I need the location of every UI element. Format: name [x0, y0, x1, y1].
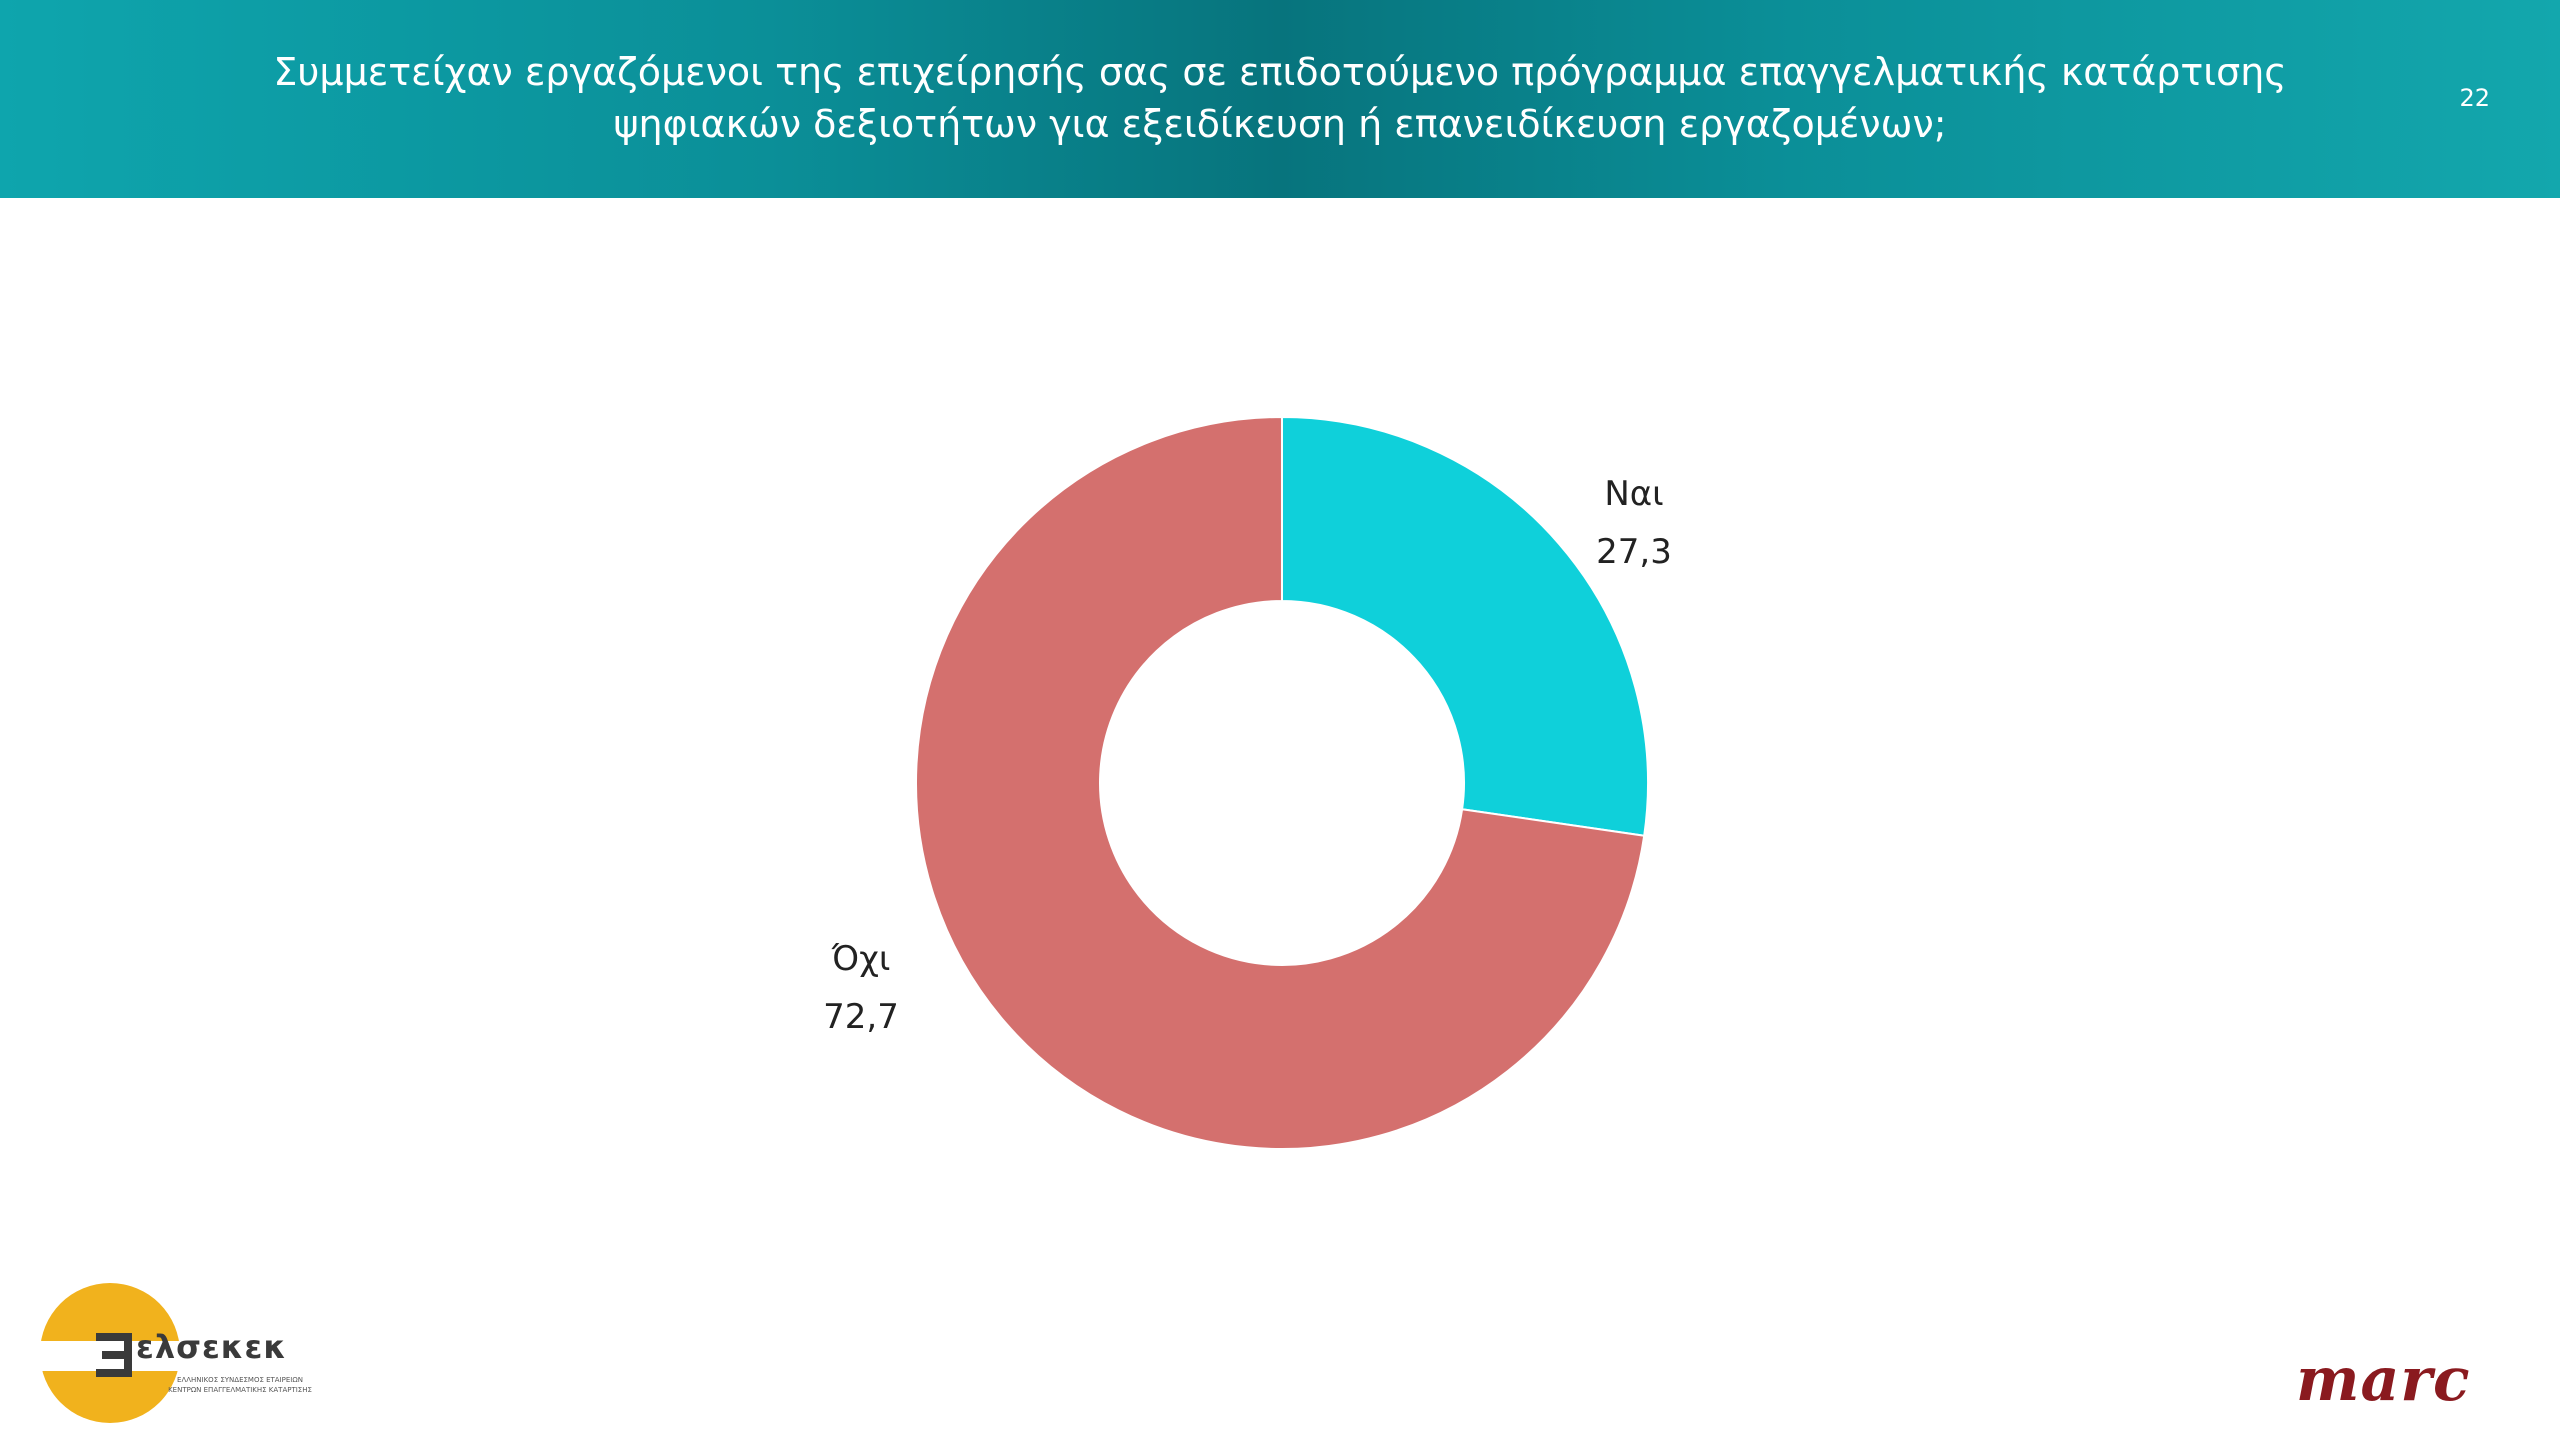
donut-slice-no — [914, 415, 1646, 1150]
title-line-1: Συμμετείχαν εργαζόμενοι της επιχείρησής … — [273, 50, 2287, 94]
page-title: Συμμετείχαν εργαζόμενοι της επιχείρησής … — [160, 46, 2400, 150]
slice-category-label: Όχι — [831, 939, 891, 979]
slice-value-label: 72,7 — [823, 997, 899, 1037]
logo-brand-text: ελσεκεκ — [136, 1328, 288, 1366]
donut-labels: Ναι 27,3 Όχι 72,7 — [823, 474, 1672, 1037]
donut-slices — [914, 415, 1649, 1150]
page-number: 22 — [2459, 84, 2490, 112]
title-bar: Συμμετείχαν εργαζόμενοι της επιχείρησής … — [0, 0, 2560, 198]
logo-subtitle-1: ΕΛΛΗΝΙΚΟΣ ΣΥΝΔΕΣΜΟΣ ΕΤΑΙΡΕΙΩΝ — [177, 1376, 303, 1384]
logo-mark-icon — [96, 1333, 132, 1377]
elsekek-logo: ελσεκεκ ΕΛΛΗΝΙΚΟΣ ΣΥΝΔΕΣΜΟΣ ΕΤΑΙΡΕΙΩΝ ΚΕ… — [40, 1283, 340, 1433]
slice-value-label: 27,3 — [1596, 532, 1672, 572]
title-line-2: ψηφιακών δεξιοτήτων για εξειδίκευση ή επ… — [613, 102, 1947, 146]
donut-slice-yes — [1281, 415, 1649, 837]
logo-subtitle-2: ΚΕΝΤΡΩΝ ΕΠΑΓΓΕΛΜΑΤΙΚΗΣ ΚΑΤΑΡΤΙΣΗΣ — [168, 1386, 312, 1394]
marc-logo: marc — [2296, 1345, 2471, 1415]
slice-category-label: Ναι — [1604, 474, 1663, 514]
